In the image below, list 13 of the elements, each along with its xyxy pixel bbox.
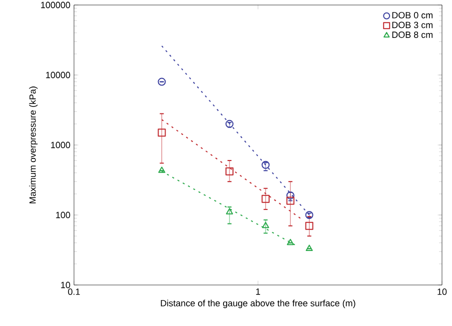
y-tick-label: 100 xyxy=(56,212,70,218)
legend-label: DOB 3 cm xyxy=(392,22,433,28)
x-tick-label: 1 xyxy=(256,288,260,295)
x-tick-label: 10 xyxy=(438,288,447,295)
y-axis-title: Maximum overpressure (kPa) xyxy=(29,86,38,204)
y-tick-label: 100000 xyxy=(41,2,70,8)
x-axis-title: Distance of the gauge above the free surface (m) xyxy=(160,300,356,308)
legend-label: DOB 8 cm xyxy=(392,32,433,38)
x-tick-label: 0.1 xyxy=(68,288,80,295)
y-tick-label: 10000 xyxy=(46,72,70,78)
legend-label: DOB 0 cm xyxy=(392,12,433,18)
y-tick-label: 10 xyxy=(61,282,70,288)
y-tick-label: 1000 xyxy=(51,142,70,148)
